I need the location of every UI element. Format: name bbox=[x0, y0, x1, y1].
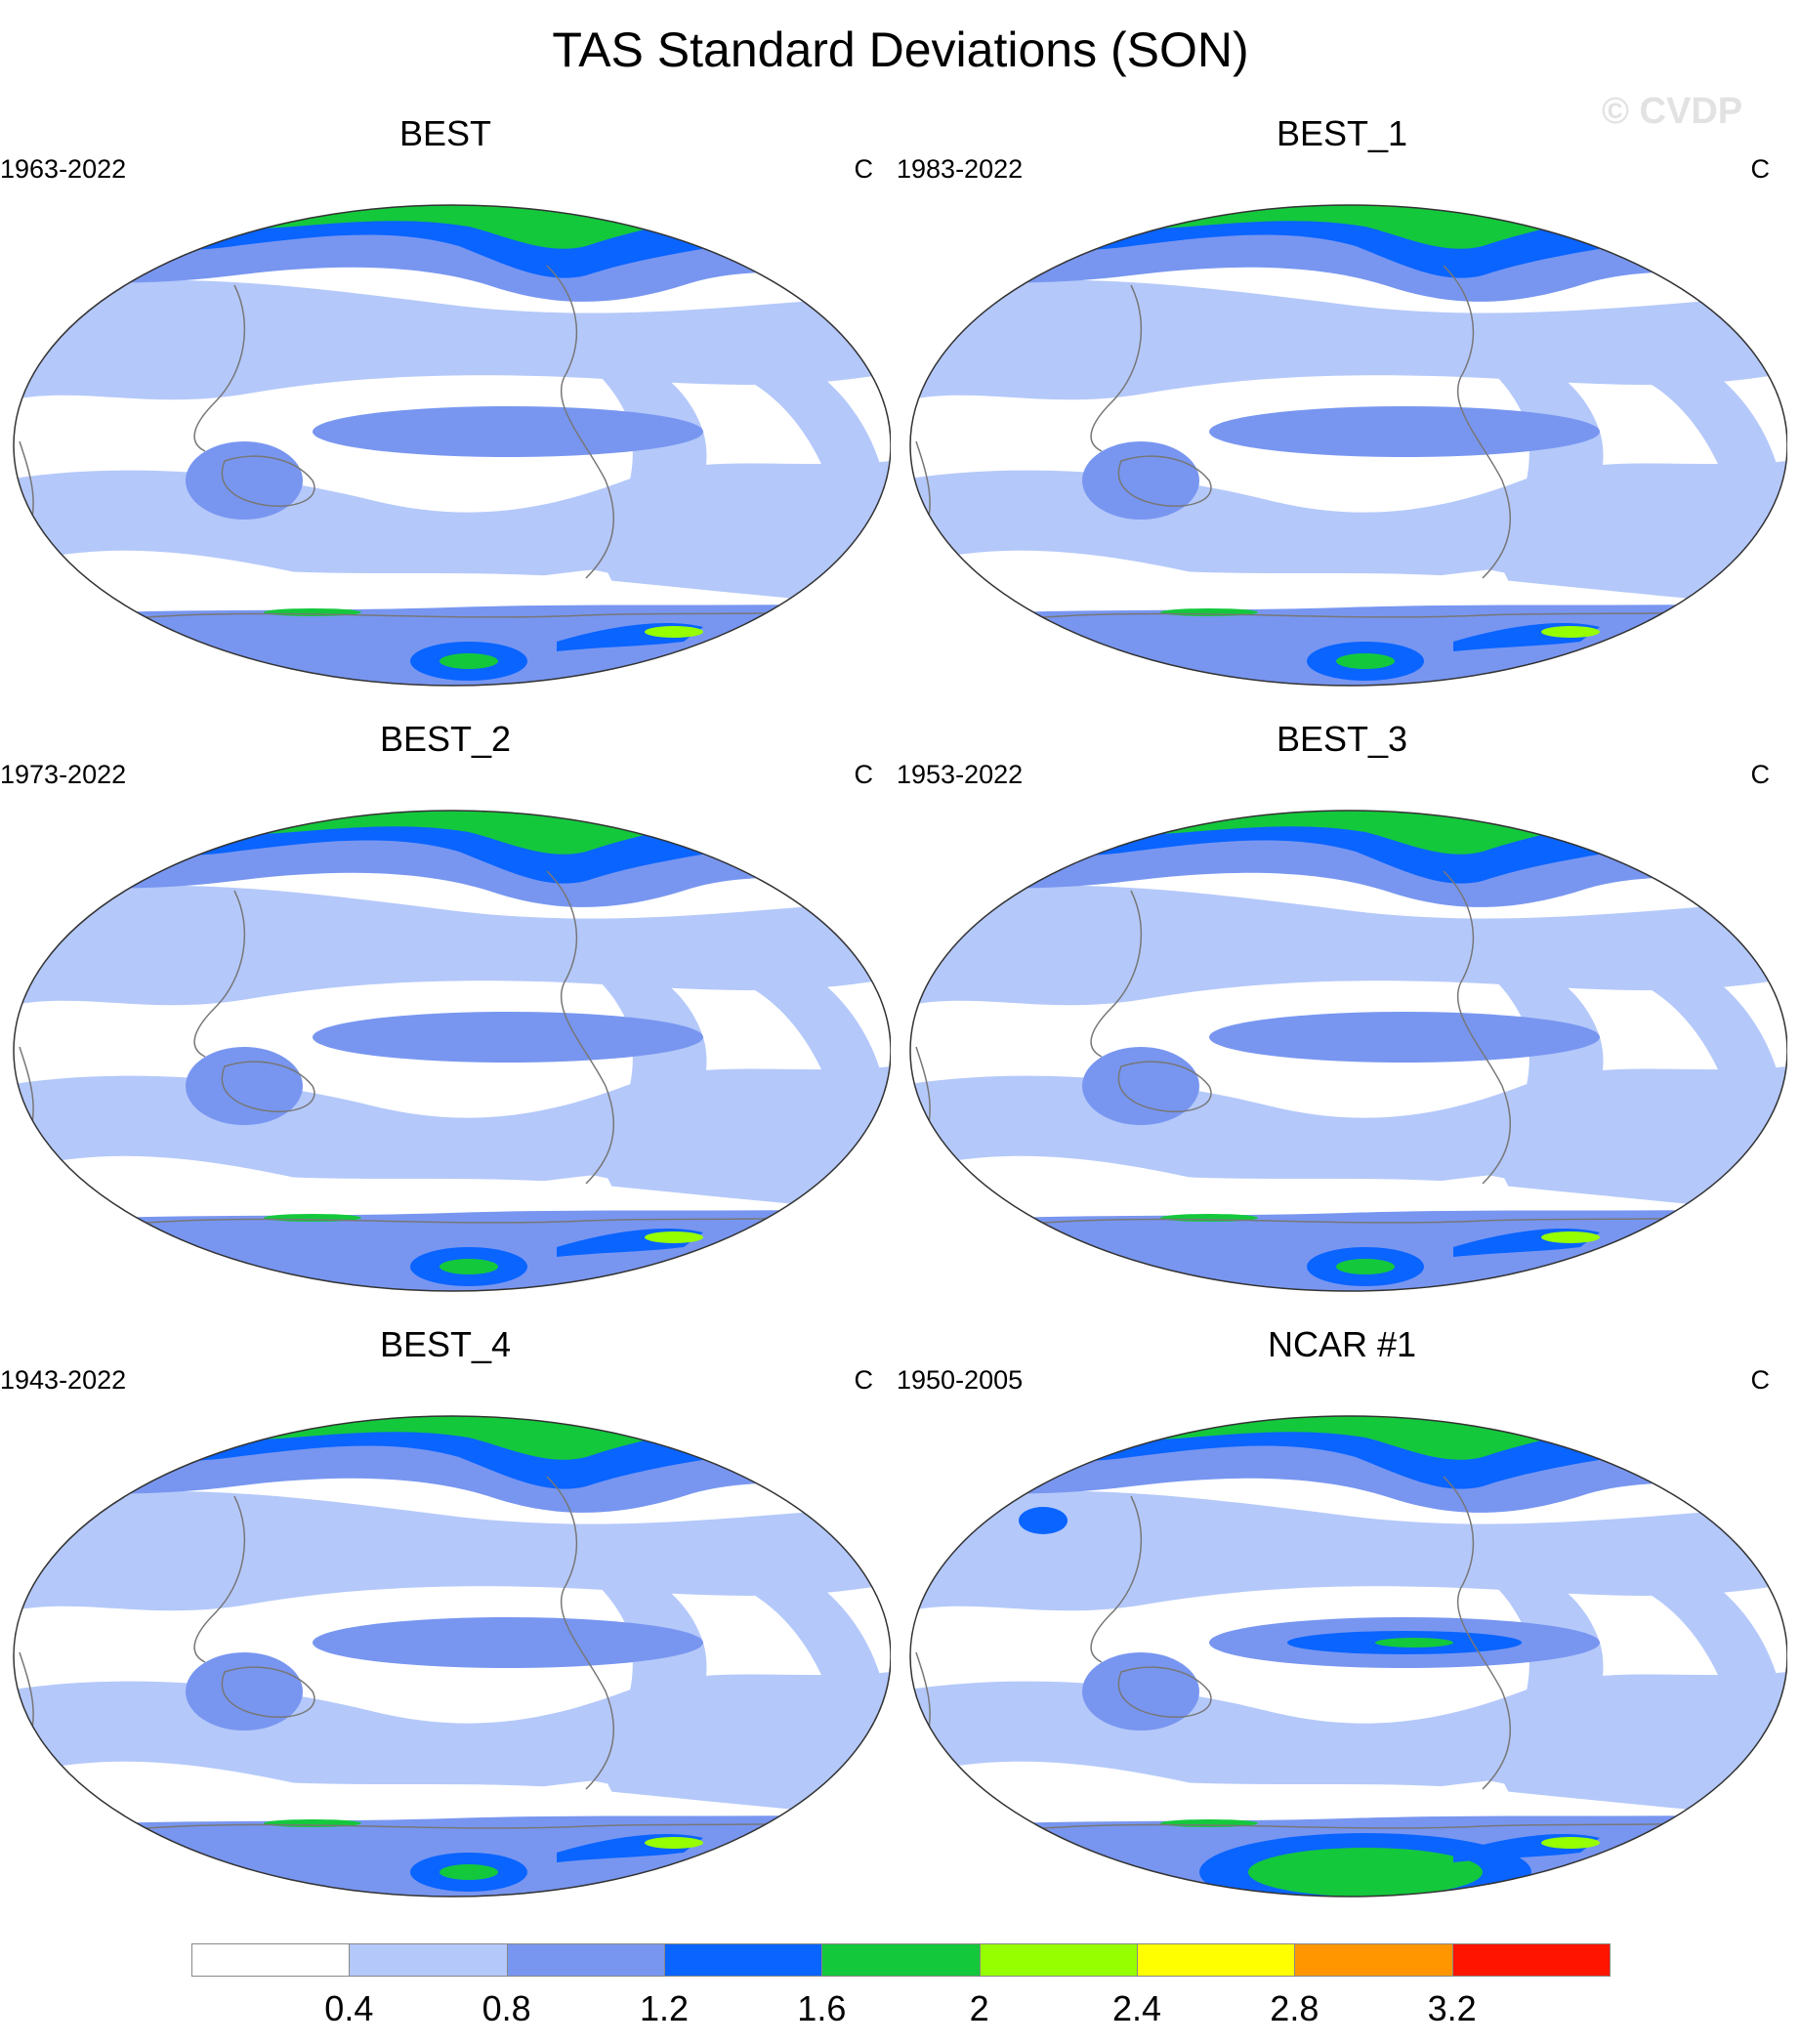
map-panel: BEST_1 1983-2022 C bbox=[897, 113, 1787, 709]
colorbar-swatch bbox=[1294, 1943, 1453, 1977]
colorbar bbox=[191, 1943, 1611, 1979]
colorbar-swatch bbox=[821, 1943, 981, 1977]
map-panel: NCAR #1 1950-2005 C bbox=[897, 1324, 1787, 1920]
map-panel: BEST 1963-2022 C bbox=[0, 113, 891, 709]
panel-years: 1953-2022 bbox=[897, 760, 1024, 789]
panel-title: BEST_4 bbox=[379, 1324, 512, 1364]
panel-units: C bbox=[1750, 760, 1771, 789]
map-image bbox=[13, 810, 891, 1292]
map-panel: BEST_4 1943-2022 C bbox=[0, 1324, 891, 1920]
panel-title: BEST bbox=[398, 113, 492, 153]
map-image bbox=[909, 810, 1787, 1292]
panel-title: BEST_2 bbox=[379, 719, 512, 759]
map-image bbox=[13, 204, 891, 687]
panel-years: 1983-2022 bbox=[897, 154, 1024, 184]
colorbar-tick-label: 1.6 bbox=[797, 1988, 847, 2028]
panel-title: BEST_3 bbox=[1276, 719, 1408, 759]
panel-years: 1950-2005 bbox=[897, 1365, 1024, 1395]
panel-units: C bbox=[1750, 154, 1771, 184]
colorbar-tick-label: 0.4 bbox=[324, 1988, 374, 2028]
colorbar-tick-label: 2 bbox=[969, 1988, 989, 2028]
colorbar-tick-label: 3.2 bbox=[1427, 1988, 1477, 2028]
panel-years: 1963-2022 bbox=[0, 154, 127, 184]
panel-units: C bbox=[854, 1365, 874, 1395]
colorbar-swatch bbox=[349, 1943, 508, 1977]
colorbar-tick-label: 1.2 bbox=[639, 1988, 690, 2028]
panel-units: C bbox=[854, 154, 874, 184]
colorbar-swatch bbox=[979, 1943, 1138, 1977]
panel-title: BEST_1 bbox=[1276, 113, 1408, 153]
map-image bbox=[909, 204, 1787, 687]
panel-units: C bbox=[1750, 1365, 1771, 1395]
panel-years: 1973-2022 bbox=[0, 760, 127, 789]
colorbar-tick-label: 0.8 bbox=[482, 1988, 531, 2028]
map-image bbox=[909, 1415, 1787, 1898]
colorbar-swatch bbox=[191, 1943, 351, 1977]
colorbar-swatch bbox=[1451, 1943, 1611, 1977]
panel-title: NCAR #1 bbox=[1267, 1324, 1417, 1364]
map-panel: BEST_3 1953-2022 C bbox=[897, 719, 1787, 1314]
map-panel: BEST_2 1973-2022 C bbox=[0, 719, 891, 1314]
figure-title: TAS Standard Deviations (SON) bbox=[552, 22, 1249, 77]
map-image bbox=[13, 1415, 891, 1898]
colorbar-tick-label: 2.8 bbox=[1270, 1988, 1319, 2028]
panel-years: 1943-2022 bbox=[0, 1365, 127, 1395]
colorbar-swatch bbox=[1137, 1943, 1296, 1977]
watermark: © CVDP bbox=[1602, 91, 1743, 132]
colorbar-tick-label: 2.4 bbox=[1111, 1988, 1162, 2028]
colorbar-swatch bbox=[506, 1943, 665, 1977]
panel-units: C bbox=[854, 760, 874, 789]
colorbar-swatch bbox=[664, 1943, 823, 1977]
